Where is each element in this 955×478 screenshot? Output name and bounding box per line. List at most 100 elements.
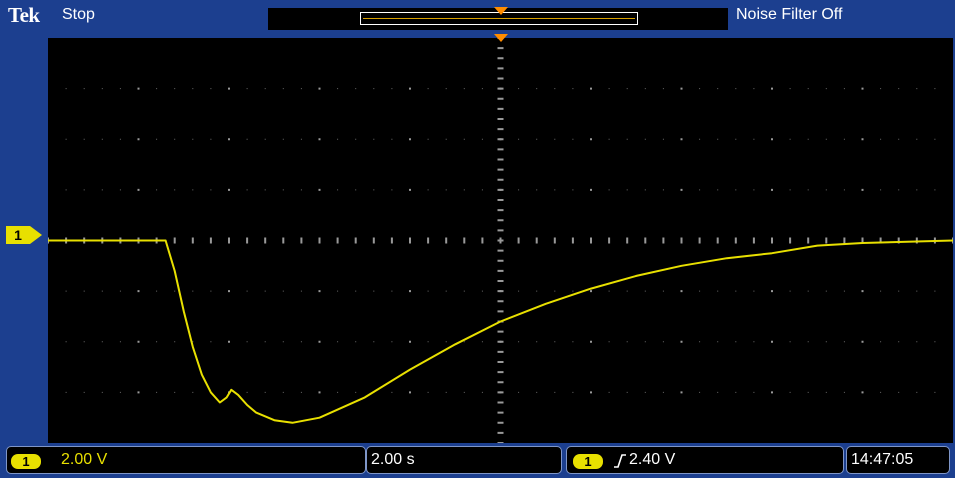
grid-minor-dot: [282, 290, 284, 292]
grid-dot: [137, 87, 140, 90]
grid-minor-dot: [156, 341, 158, 343]
grid-dot: [137, 290, 140, 293]
grid-minor-dot: [156, 290, 158, 292]
channel-1-readout[interactable]: 1 2.00 V: [6, 446, 366, 474]
grid-minor-dot: [916, 138, 918, 140]
center-tick-vertical: [497, 168, 504, 171]
readout-bar: 1 2.00 V 2.00 s 1 2.40 V 14:47:05: [0, 446, 955, 478]
grid-minor-dot: [65, 138, 67, 140]
grid-minor-dot: [373, 189, 375, 191]
grid-minor-dot: [735, 391, 737, 393]
grid-dot: [590, 188, 592, 191]
grid-dot: [771, 290, 773, 293]
grid-minor-dot: [427, 290, 429, 292]
grid-minor-dot: [445, 138, 447, 140]
grid-minor-dot: [373, 88, 375, 90]
grid-dot: [861, 290, 864, 293]
grid-minor-dot: [662, 88, 664, 90]
channel-1-ground-marker[interactable]: 1: [6, 226, 42, 244]
grid-minor-dot: [246, 290, 248, 292]
grid-minor-dot: [282, 189, 284, 191]
grid-dot: [861, 138, 864, 141]
grid-minor-dot: [463, 341, 465, 343]
grid-minor-dot: [735, 189, 737, 191]
grid-minor-dot: [481, 189, 483, 191]
grid-minor-dot: [83, 341, 85, 343]
grid-minor-dot: [644, 189, 646, 191]
grid-minor-dot: [699, 138, 701, 140]
grid-minor-dot: [65, 189, 67, 191]
grid-dot: [228, 87, 230, 90]
center-tick-horizontal: [843, 237, 846, 244]
center-tick-vertical: [497, 188, 504, 191]
center-tick-horizontal: [553, 237, 556, 244]
grid-minor-dot: [156, 391, 158, 393]
grid-minor-dot: [626, 189, 628, 191]
grid-minor-dot: [264, 138, 266, 140]
grid-minor-dot: [843, 341, 845, 343]
grid-minor-dot: [626, 138, 628, 140]
grid-minor-dot: [789, 290, 791, 292]
grid-minor-dot: [662, 341, 664, 343]
grid-dot: [861, 87, 864, 90]
grid-minor-dot: [481, 341, 483, 343]
center-tick-horizontal: [390, 237, 393, 244]
grid-minor-dot: [717, 189, 719, 191]
grid-minor-dot: [300, 189, 302, 191]
grid-dot: [137, 391, 140, 394]
grid-minor-dot: [644, 391, 646, 393]
grid-minor-dot: [753, 290, 755, 292]
grid-minor-dot: [880, 290, 882, 292]
grid-minor-dot: [717, 341, 719, 343]
grid-minor-dot: [373, 290, 375, 292]
grid-minor-dot: [427, 341, 429, 343]
acquisition-state[interactable]: Stop: [62, 6, 95, 23]
center-tick-vertical: [497, 371, 504, 374]
noise-filter-status[interactable]: Noise Filter Off: [736, 6, 843, 23]
grid-minor-dot: [445, 290, 447, 292]
grid-minor-dot: [880, 189, 882, 191]
grid-minor-dot: [536, 391, 538, 393]
grid-minor-dot: [391, 138, 393, 140]
grid-minor-dot: [934, 189, 936, 191]
grid-dot: [680, 138, 683, 141]
center-tick-vertical: [497, 330, 504, 333]
grid-minor-dot: [192, 341, 194, 343]
grid-minor-dot: [101, 341, 103, 343]
grid-minor-dot: [246, 138, 248, 140]
center-tick-horizontal: [191, 237, 194, 244]
grid-minor-dot: [735, 138, 737, 140]
grid-minor-dot: [210, 138, 212, 140]
center-tick-horizontal: [372, 237, 375, 244]
grid-minor-dot: [300, 290, 302, 292]
grid-minor-dot: [391, 189, 393, 191]
grid-minor-dot: [916, 341, 918, 343]
grid-minor-dot: [481, 88, 483, 90]
grid-minor-dot: [192, 290, 194, 292]
timebase-readout[interactable]: 2.00 s: [366, 446, 562, 474]
center-tick-vertical: [497, 138, 504, 141]
center-tick-horizontal: [571, 237, 574, 244]
grid-dot: [771, 188, 773, 191]
grid-minor-dot: [789, 341, 791, 343]
grid-minor-dot: [210, 341, 212, 343]
grid-dot: [137, 138, 140, 141]
grid-minor-dot: [427, 138, 429, 140]
grid-dot: [318, 340, 321, 343]
grid-minor-dot: [626, 341, 628, 343]
grid-minor-dot: [518, 189, 520, 191]
trigger-readout[interactable]: 1 2.40 V: [566, 446, 844, 474]
grid-minor-dot: [644, 138, 646, 140]
center-tick-vertical: [497, 107, 504, 110]
center-tick-vertical: [497, 300, 504, 303]
grid-minor-dot: [391, 88, 393, 90]
center-tick-vertical: [497, 391, 504, 394]
center-tick-vertical: [497, 401, 504, 404]
grid-minor-dot: [282, 88, 284, 90]
grid-minor-dot: [481, 391, 483, 393]
grid-minor-dot: [210, 189, 212, 191]
center-tick-horizontal: [427, 237, 430, 244]
grid-dot: [590, 87, 592, 90]
center-tick-horizontal: [336, 237, 339, 244]
